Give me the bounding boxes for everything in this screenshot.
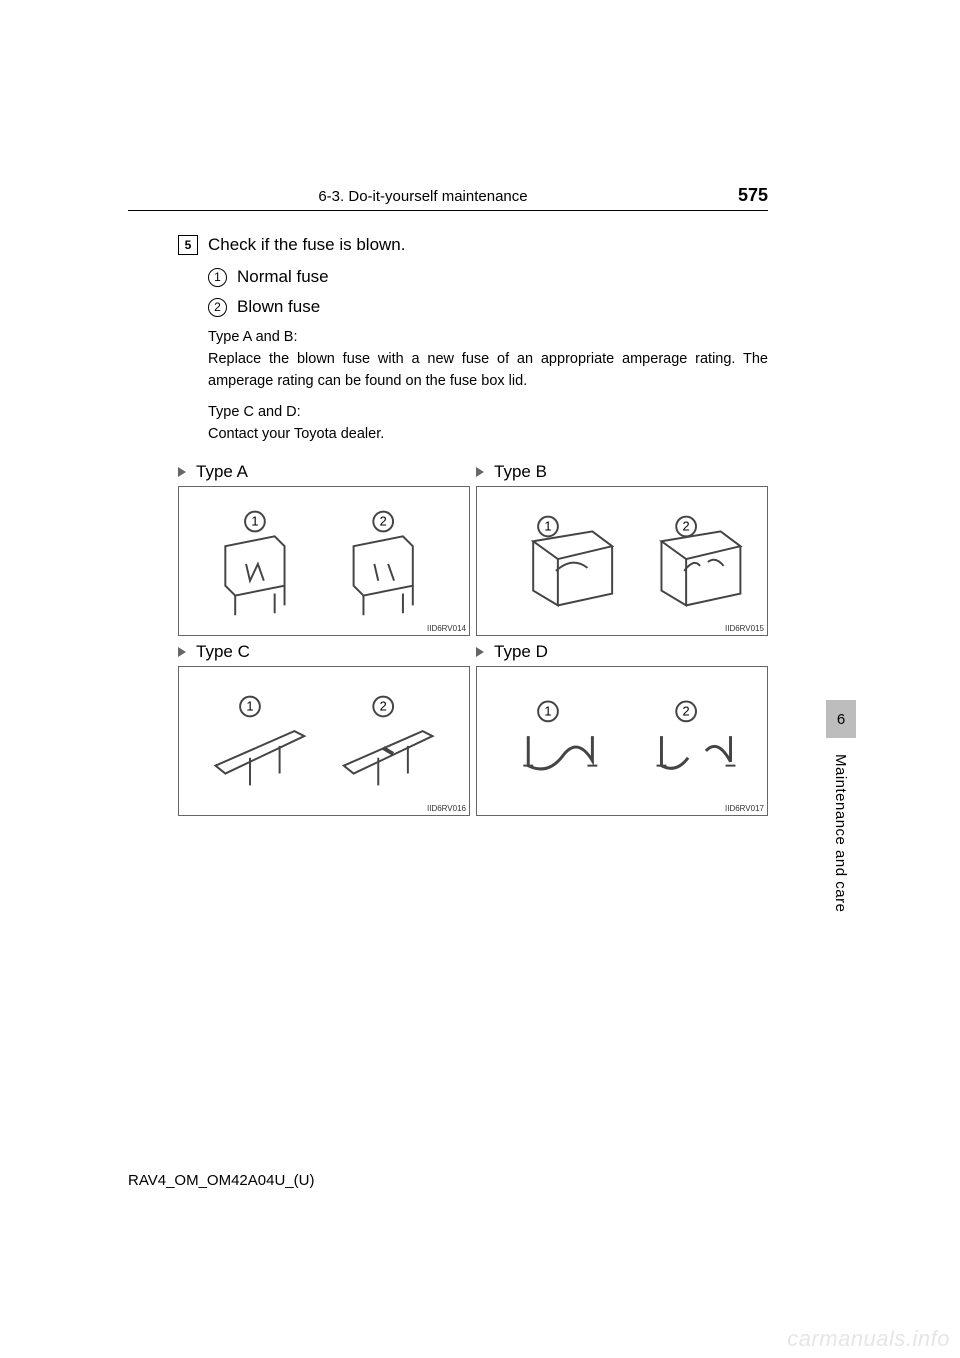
figure-id: IID6RV015: [725, 624, 764, 633]
svg-text:1: 1: [544, 518, 551, 533]
header-rule: [128, 210, 768, 211]
svg-text:2: 2: [683, 518, 690, 533]
chapter-number-tab: 6: [826, 700, 856, 738]
figure-type-a: 1 2 IID6: [178, 486, 470, 636]
chapter-label-vertical: Maintenance and care: [832, 738, 849, 912]
figure-label-row: Type B: [476, 462, 768, 482]
triangle-icon: [476, 467, 484, 477]
svg-text:2: 2: [683, 703, 690, 718]
svg-text:1: 1: [246, 698, 253, 713]
watermark: carmanuals.info: [787, 1326, 950, 1352]
svg-text:1: 1: [251, 513, 258, 528]
triangle-icon: [178, 647, 186, 657]
figure-label: Type C: [196, 642, 250, 662]
section-title: 6-3. Do-it-yourself maintenance: [128, 188, 718, 205]
callout-row: 2 Blown fuse: [128, 297, 768, 317]
step-row: 5 Check if the fuse is blown.: [128, 235, 768, 255]
figure-label-row: Type D: [476, 642, 768, 662]
figure-type-d: 1 2 IID6RV017: [476, 666, 768, 816]
figure-type-c: 1 2 IID6RV016: [178, 666, 470, 816]
figure-label: Type A: [196, 462, 248, 482]
figure-id: IID6RV014: [427, 624, 466, 633]
encircled-number-icon: 2: [208, 298, 227, 317]
figure-label-row: Type A: [178, 462, 470, 482]
figure-label: Type B: [494, 462, 547, 482]
note-heading: Type A and B:: [208, 327, 768, 349]
note-body: Replace the blown fuse with a new fuse o…: [208, 349, 768, 393]
note-block: Type A and B: Replace the blown fuse wit…: [128, 327, 768, 392]
figure-label-row: Type C: [178, 642, 470, 662]
note-heading: Type C and D:: [208, 402, 768, 424]
triangle-icon: [178, 467, 186, 477]
callout-label: Blown fuse: [237, 297, 320, 317]
svg-text:2: 2: [380, 513, 387, 528]
figure-id: IID6RV017: [725, 804, 764, 813]
triangle-icon: [476, 647, 484, 657]
figure-id: IID6RV016: [427, 804, 466, 813]
step-text: Check if the fuse is blown.: [208, 235, 405, 255]
document-id: RAV4_OM_OM42A04U_(U): [128, 1172, 314, 1189]
note-block: Type C and D: Contact your Toyota dealer…: [128, 402, 768, 446]
figure-label: Type D: [494, 642, 548, 662]
encircled-number-icon: 1: [208, 268, 227, 287]
step-number-box: 5: [178, 235, 198, 255]
svg-text:1: 1: [544, 703, 551, 718]
callout-label: Normal fuse: [237, 267, 329, 287]
svg-text:2: 2: [380, 698, 387, 713]
figure-type-b: 1 2 IID6: [476, 486, 768, 636]
page-number: 575: [738, 185, 768, 206]
callout-row: 1 Normal fuse: [128, 267, 768, 287]
chapter-side-tab: 6 Maintenance and care: [826, 700, 856, 912]
note-body: Contact your Toyota dealer.: [208, 424, 768, 446]
